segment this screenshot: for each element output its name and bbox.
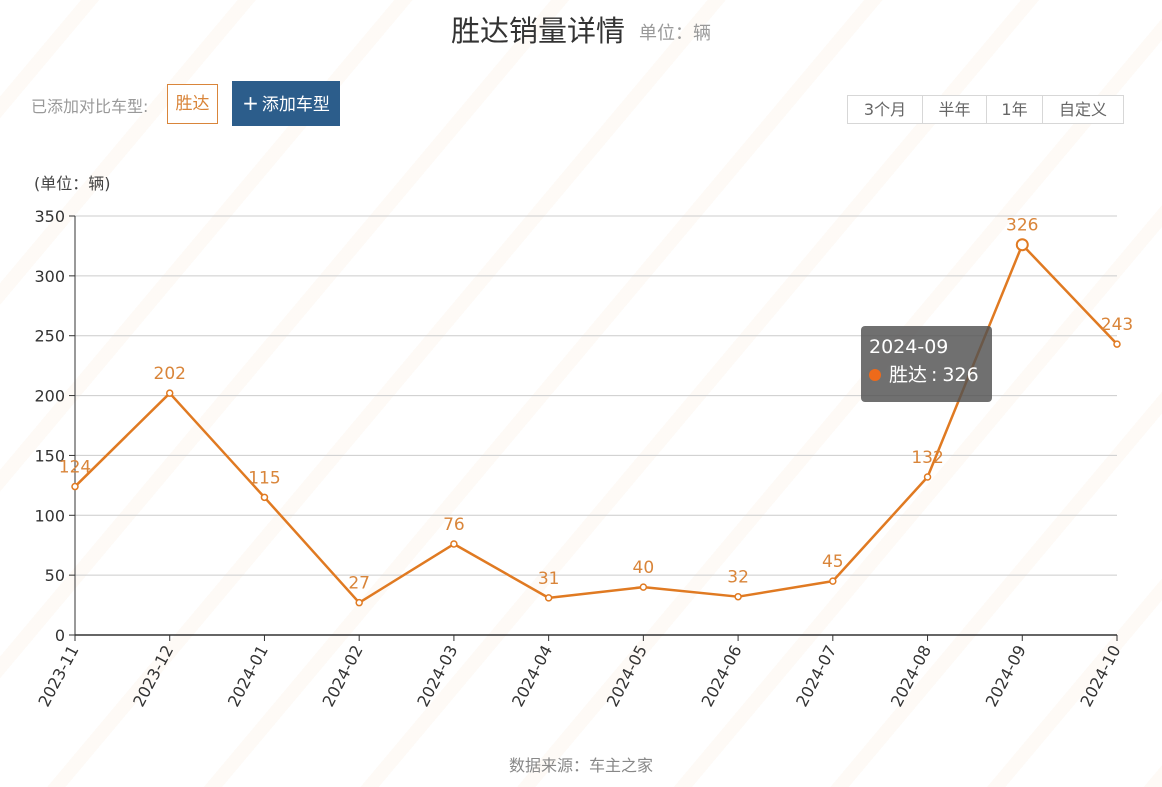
data-point xyxy=(450,540,458,548)
x-tick-label: 2023-11 xyxy=(34,642,82,710)
add-model-label: 添加车型 xyxy=(261,95,330,115)
time-range-selector: 3个月 半年 1年 自定义 xyxy=(847,95,1124,124)
data-point xyxy=(71,482,79,491)
data-point xyxy=(923,473,932,481)
y-tick-label: 150 xyxy=(34,446,65,465)
data-label: 132 xyxy=(911,448,943,468)
x-tick-label: 2024-02 xyxy=(319,642,367,710)
x-tick-label: 2024-07 xyxy=(792,642,840,710)
data-point xyxy=(260,493,269,502)
data-point xyxy=(544,594,553,602)
data-point xyxy=(1113,340,1121,348)
x-tick-label: 2024-04 xyxy=(508,642,556,710)
x-tick-label: 2024-03 xyxy=(413,642,461,710)
data-point xyxy=(734,592,742,601)
data-label: 32 xyxy=(727,568,749,588)
title-unit: 单位：辆 xyxy=(639,23,711,44)
x-tick-label: 2024-05 xyxy=(603,642,651,710)
y-tick-label: 250 xyxy=(34,327,65,346)
data-label: 243 xyxy=(1101,315,1133,335)
compare-label: 已添加对比车型: xyxy=(31,97,149,116)
data-point xyxy=(1015,238,1029,252)
x-tick-label: 2024-08 xyxy=(887,642,935,710)
page-title: 胜达销量详情 xyxy=(450,14,625,48)
series-dot-icon xyxy=(869,369,881,381)
data-label: 124 xyxy=(59,458,91,478)
chart-tooltip: 2024-09 胜达:326 xyxy=(861,326,992,402)
tooltip-date: 2024-09 xyxy=(869,336,949,358)
tooltip-value: 326 xyxy=(942,364,979,386)
data-label: 76 xyxy=(443,515,465,535)
data-point xyxy=(355,598,363,607)
add-model-button[interactable]: + 添加车型 xyxy=(232,81,340,126)
data-label: 202 xyxy=(154,364,186,384)
y-tick-label: 300 xyxy=(34,267,65,286)
data-label: 40 xyxy=(633,558,655,578)
x-tick-label: 2023-12 xyxy=(129,642,177,710)
data-label: 31 xyxy=(538,569,560,589)
compare-car-tag[interactable]: 胜达 xyxy=(167,84,218,124)
data-source: 数据来源：车主之家 xyxy=(508,756,653,775)
data-label: 45 xyxy=(822,552,844,572)
x-tick-label: 2024-09 xyxy=(982,642,1030,710)
y-axis-label: (单位：辆) xyxy=(34,174,111,193)
y-tick-label: 50 xyxy=(45,566,65,585)
data-label: 115 xyxy=(248,468,280,488)
data-label: 27 xyxy=(348,574,370,594)
data-point xyxy=(165,389,174,397)
x-tick-label: 2024-01 xyxy=(224,642,272,710)
range-3-months[interactable]: 3个月 xyxy=(848,96,923,123)
plus-icon: + xyxy=(242,91,259,115)
data-point xyxy=(639,583,648,591)
tooltip-row: 胜达:326 xyxy=(869,360,984,390)
x-tick-label: 2024-10 xyxy=(1076,642,1124,710)
y-tick-label: 350 xyxy=(34,207,65,226)
x-tick-label: 2024-06 xyxy=(697,642,745,710)
chart-header: 胜达销量详情 单位：辆 xyxy=(0,8,1162,50)
data-point xyxy=(829,577,837,585)
y-tick-label: 200 xyxy=(34,387,65,406)
data-label: 326 xyxy=(1006,216,1038,236)
range-half-year[interactable]: 半年 xyxy=(923,96,987,123)
tooltip-series: 胜达 xyxy=(889,364,928,386)
y-tick-label: 100 xyxy=(34,506,65,525)
series-line xyxy=(74,243,1118,604)
y-tick-label: 0 xyxy=(55,626,65,645)
range-custom[interactable]: 自定义 xyxy=(1043,96,1123,123)
range-1-year[interactable]: 1年 xyxy=(987,96,1043,123)
